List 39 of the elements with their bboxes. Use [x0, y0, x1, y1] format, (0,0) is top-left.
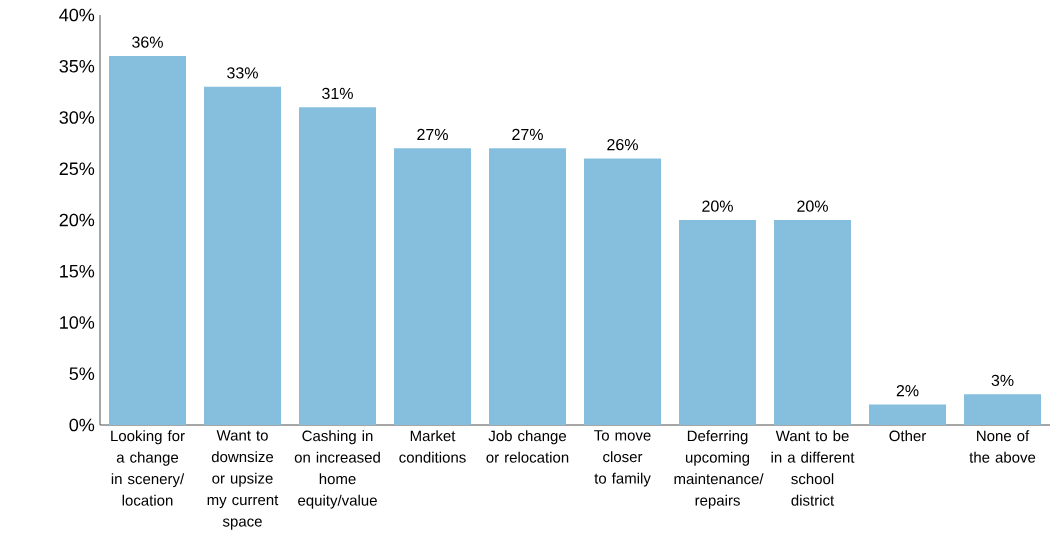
bar — [964, 394, 1042, 425]
bar — [299, 107, 376, 425]
data-label: 27% — [417, 128, 448, 141]
y-tick-label: 20% — [59, 213, 95, 227]
x-tick-label: Want to be in a different school district — [771, 430, 855, 506]
y-tick-label: 10% — [60, 316, 95, 329]
data-label: 31% — [322, 87, 353, 100]
bar — [679, 220, 757, 425]
data-label: 3% — [991, 374, 1014, 387]
bar — [489, 148, 567, 425]
data-label: 36% — [132, 36, 163, 48]
x-tick-label: None of the above — [969, 430, 1036, 463]
y-tick-label: 40% — [59, 8, 95, 22]
x-tick-label: Cashing in on increased home equity/value — [294, 430, 380, 509]
x-tick-label: To move closer to family — [594, 430, 651, 487]
y-tick-label: 30% — [59, 111, 95, 124]
y-tick-label: 15% — [60, 264, 95, 278]
bar — [584, 158, 662, 425]
x-tick-label: Other — [889, 430, 927, 442]
y-tick-label: 5% — [69, 367, 95, 381]
data-label: 26% — [607, 138, 638, 151]
data-label: 27% — [512, 128, 543, 141]
x-tick-label: Job change or relocation — [486, 430, 569, 463]
data-label: 20% — [797, 200, 828, 212]
bar — [109, 56, 186, 425]
data-label: 33% — [227, 67, 258, 79]
bar — [204, 86, 281, 425]
x-tick-label: Looking for a change in scenery/ location — [111, 430, 185, 506]
x-tick-label: Deferring upcoming maintenance/ repairs — [674, 430, 764, 509]
x-tick-label: Want to downsize or upsize my current space — [207, 430, 279, 530]
y-tick-label: 35% — [59, 59, 95, 73]
bar — [774, 220, 852, 425]
data-label: 20% — [702, 200, 733, 212]
y-tick-label: 0% — [69, 418, 95, 432]
data-label: 2% — [896, 385, 919, 397]
x-tick-label: Market conditions — [399, 430, 466, 463]
y-tick-label: 25% — [59, 162, 95, 176]
bar — [394, 148, 472, 425]
bar — [869, 404, 947, 425]
